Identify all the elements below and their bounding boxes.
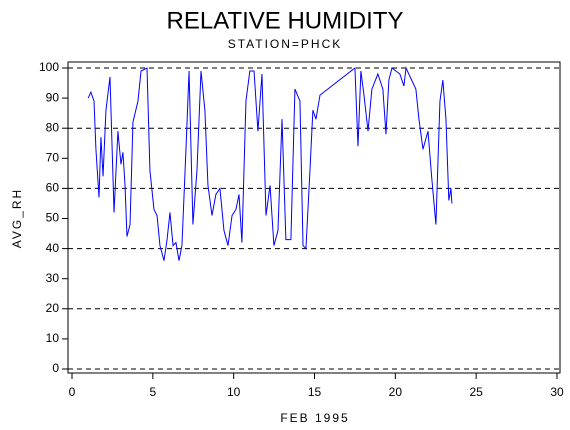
- y-tick-label: 20: [46, 301, 60, 315]
- y-tick-label: 90: [46, 90, 60, 104]
- data-line: [87, 66, 453, 261]
- y-tick-label: 40: [46, 241, 60, 255]
- x-tick-label: 0: [69, 385, 76, 399]
- x-tick-label: 20: [389, 385, 403, 399]
- x-tick-label: 25: [469, 385, 483, 399]
- y-tick-label: 50: [46, 211, 60, 225]
- y-tick-label: 10: [46, 331, 60, 345]
- y-tick-label: 80: [46, 120, 60, 134]
- y-tick-label: 100: [39, 60, 59, 74]
- y-tick-label: 30: [46, 271, 60, 285]
- y-tick-label: 0: [52, 361, 59, 375]
- chart-subtitle: STATION=PHCK: [228, 37, 343, 51]
- y-axis-label: AVG_RH: [10, 188, 24, 248]
- y-tick-label: 60: [46, 181, 60, 195]
- x-tick-label: 10: [227, 385, 241, 399]
- plot-frame: [67, 61, 561, 374]
- y-tick-label: 70: [46, 150, 60, 164]
- x-axis-label: FEB 1995: [280, 411, 349, 425]
- chart-title: RELATIVE HUMIDITY: [167, 7, 404, 34]
- x-tick-label: 15: [308, 385, 322, 399]
- x-tick-label: 30: [550, 385, 564, 399]
- x-tick-label: 5: [149, 385, 156, 399]
